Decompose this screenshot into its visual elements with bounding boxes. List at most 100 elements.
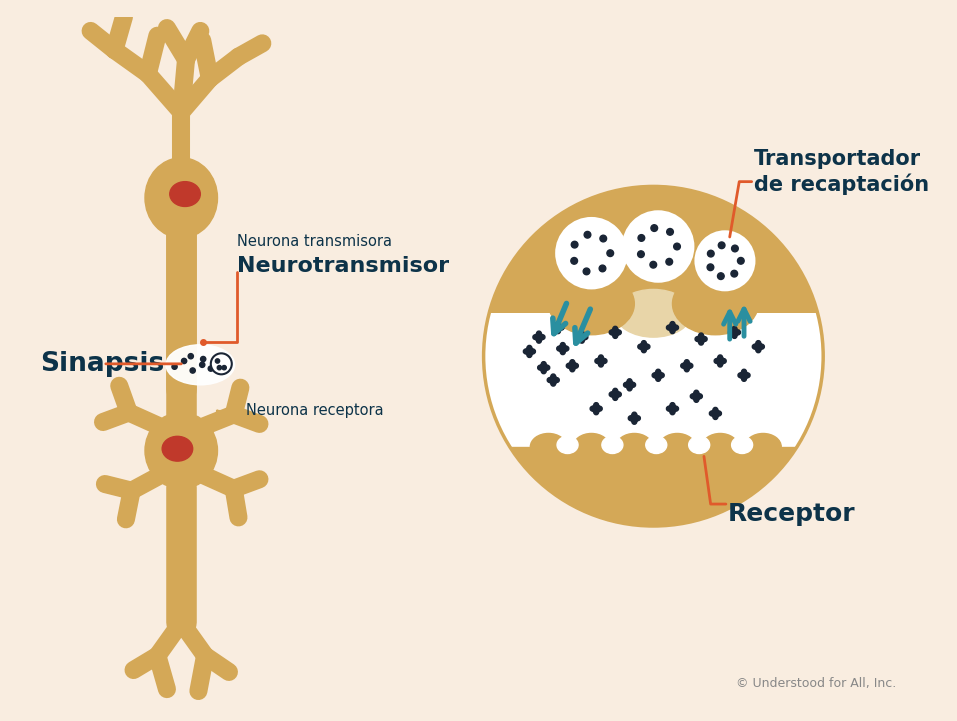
Ellipse shape bbox=[559, 345, 567, 353]
Ellipse shape bbox=[630, 414, 638, 423]
Ellipse shape bbox=[719, 242, 725, 249]
Ellipse shape bbox=[599, 265, 606, 272]
Ellipse shape bbox=[602, 358, 607, 363]
Ellipse shape bbox=[673, 273, 758, 335]
Ellipse shape bbox=[201, 356, 206, 362]
Ellipse shape bbox=[584, 231, 590, 238]
Ellipse shape bbox=[551, 374, 556, 379]
Ellipse shape bbox=[551, 381, 556, 386]
Ellipse shape bbox=[533, 335, 538, 340]
Ellipse shape bbox=[698, 394, 702, 399]
Ellipse shape bbox=[666, 325, 671, 330]
Ellipse shape bbox=[654, 371, 662, 379]
Ellipse shape bbox=[709, 411, 714, 416]
Ellipse shape bbox=[670, 410, 675, 415]
Ellipse shape bbox=[540, 363, 548, 372]
Ellipse shape bbox=[682, 361, 691, 370]
Ellipse shape bbox=[742, 376, 746, 381]
Ellipse shape bbox=[580, 338, 584, 343]
Ellipse shape bbox=[732, 327, 737, 331]
Ellipse shape bbox=[598, 355, 603, 360]
Ellipse shape bbox=[650, 262, 657, 268]
Ellipse shape bbox=[542, 362, 546, 366]
Ellipse shape bbox=[688, 363, 693, 368]
Ellipse shape bbox=[680, 363, 685, 368]
Ellipse shape bbox=[189, 353, 193, 359]
Ellipse shape bbox=[559, 325, 564, 330]
Text: Receptor: Receptor bbox=[728, 502, 856, 526]
Polygon shape bbox=[485, 380, 821, 526]
Ellipse shape bbox=[699, 333, 703, 337]
Ellipse shape bbox=[576, 335, 581, 340]
Ellipse shape bbox=[713, 415, 718, 420]
Text: Neurotransmisor: Neurotransmisor bbox=[236, 255, 449, 275]
Ellipse shape bbox=[684, 360, 689, 364]
Ellipse shape bbox=[556, 329, 561, 334]
Ellipse shape bbox=[182, 358, 187, 363]
Ellipse shape bbox=[525, 348, 534, 355]
Ellipse shape bbox=[637, 251, 644, 257]
Ellipse shape bbox=[651, 225, 657, 231]
Ellipse shape bbox=[670, 329, 675, 334]
Ellipse shape bbox=[689, 436, 710, 454]
Ellipse shape bbox=[217, 366, 221, 370]
Ellipse shape bbox=[590, 407, 595, 411]
Ellipse shape bbox=[632, 412, 636, 417]
Ellipse shape bbox=[190, 368, 195, 373]
Ellipse shape bbox=[722, 358, 726, 363]
Ellipse shape bbox=[573, 363, 578, 368]
Ellipse shape bbox=[570, 367, 575, 372]
Ellipse shape bbox=[730, 328, 739, 337]
Ellipse shape bbox=[718, 355, 723, 360]
Ellipse shape bbox=[600, 235, 607, 242]
Ellipse shape bbox=[597, 357, 605, 365]
Ellipse shape bbox=[740, 371, 748, 379]
Circle shape bbox=[622, 211, 695, 283]
Ellipse shape bbox=[732, 334, 737, 338]
Ellipse shape bbox=[695, 337, 700, 342]
Ellipse shape bbox=[667, 229, 674, 235]
Ellipse shape bbox=[537, 331, 542, 336]
Ellipse shape bbox=[527, 353, 532, 358]
Ellipse shape bbox=[639, 342, 648, 351]
Ellipse shape bbox=[537, 338, 542, 343]
Ellipse shape bbox=[714, 358, 719, 363]
Ellipse shape bbox=[616, 330, 621, 335]
Polygon shape bbox=[483, 314, 823, 447]
Ellipse shape bbox=[666, 407, 671, 411]
Ellipse shape bbox=[549, 376, 557, 384]
Circle shape bbox=[555, 217, 628, 289]
Ellipse shape bbox=[646, 436, 667, 454]
Ellipse shape bbox=[699, 340, 703, 345]
Ellipse shape bbox=[717, 411, 722, 416]
Ellipse shape bbox=[756, 348, 761, 353]
Ellipse shape bbox=[530, 433, 567, 460]
Ellipse shape bbox=[674, 243, 680, 250]
Ellipse shape bbox=[631, 382, 635, 387]
Ellipse shape bbox=[615, 289, 692, 337]
Ellipse shape bbox=[728, 330, 733, 335]
Ellipse shape bbox=[659, 433, 696, 460]
Ellipse shape bbox=[570, 257, 577, 264]
Ellipse shape bbox=[684, 367, 689, 372]
Ellipse shape bbox=[612, 390, 619, 399]
Ellipse shape bbox=[656, 376, 660, 381]
Ellipse shape bbox=[627, 379, 632, 384]
Ellipse shape bbox=[668, 324, 677, 332]
Text: Neurona receptora: Neurona receptora bbox=[246, 403, 384, 418]
Ellipse shape bbox=[692, 392, 701, 400]
Ellipse shape bbox=[738, 257, 745, 264]
Ellipse shape bbox=[659, 373, 664, 378]
Ellipse shape bbox=[670, 402, 675, 407]
Ellipse shape bbox=[580, 331, 584, 336]
Ellipse shape bbox=[548, 273, 634, 335]
Ellipse shape bbox=[564, 346, 568, 351]
Ellipse shape bbox=[583, 268, 590, 275]
Ellipse shape bbox=[713, 407, 718, 412]
Ellipse shape bbox=[612, 328, 619, 337]
Ellipse shape bbox=[602, 436, 623, 454]
Ellipse shape bbox=[612, 327, 617, 331]
Ellipse shape bbox=[570, 360, 575, 364]
Ellipse shape bbox=[209, 366, 213, 371]
Ellipse shape bbox=[554, 378, 559, 382]
